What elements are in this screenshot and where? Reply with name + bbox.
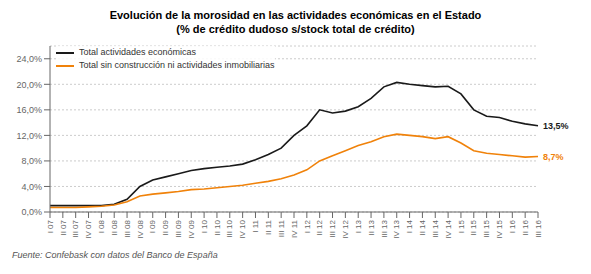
svg-text:12,0%: 12,0% <box>16 131 42 141</box>
svg-text:IV 09: IV 09 <box>187 219 196 238</box>
svg-text:II 10: II 10 <box>213 219 222 235</box>
svg-text:III 11: III 11 <box>277 219 286 237</box>
svg-text:III 13: III 13 <box>380 219 389 237</box>
svg-text:I 10: I 10 <box>200 219 209 233</box>
svg-text:I 11: I 11 <box>251 219 260 232</box>
svg-text:IV 11: IV 11 <box>290 219 299 238</box>
svg-text:IV 10: IV 10 <box>238 219 247 238</box>
svg-text:II 11: II 11 <box>264 219 273 235</box>
svg-text:I 12: I 12 <box>303 219 312 233</box>
svg-text:24,0%: 24,0% <box>16 54 42 64</box>
svg-text:IV 13: IV 13 <box>392 219 401 238</box>
svg-text:II 16: II 16 <box>521 219 530 235</box>
svg-text:4,0%: 4,0% <box>21 182 42 192</box>
svg-text:8,7%: 8,7% <box>543 152 564 162</box>
svg-text:13,5%: 13,5% <box>543 121 569 131</box>
svg-text:16,0%: 16,0% <box>16 105 42 115</box>
svg-text:II 15: II 15 <box>469 219 478 235</box>
svg-text:III 15: III 15 <box>482 219 491 237</box>
svg-text:I 14: I 14 <box>405 219 414 233</box>
svg-text:II 07: II 07 <box>59 219 68 235</box>
svg-text:III 10: III 10 <box>225 219 234 237</box>
svg-text:II 09: II 09 <box>161 219 170 235</box>
svg-text:0,0%: 0,0% <box>21 207 42 217</box>
svg-text:III 08: III 08 <box>123 219 132 237</box>
svg-text:II 13: II 13 <box>367 219 376 235</box>
svg-text:IV 08: IV 08 <box>136 219 145 238</box>
svg-text:IV 12: IV 12 <box>341 219 350 238</box>
html-text:Fuente: Confebask con datos de: Fuente: Confebask con datos del Banco de… <box>12 250 218 260</box>
html-text:Total sin construcción ni acti: Total sin construcción ni actividades in… <box>79 60 275 70</box>
svg-text:II 12: II 12 <box>315 219 324 235</box>
svg-text:III 07: III 07 <box>71 219 80 237</box>
svg-text:20,0%: 20,0% <box>16 80 42 90</box>
svg-text:I 09: I 09 <box>148 219 157 233</box>
svg-text:IV 15: IV 15 <box>495 219 504 238</box>
svg-text:III 09: III 09 <box>174 219 183 237</box>
svg-text:I 07: I 07 <box>46 219 55 233</box>
svg-text:II 08: II 08 <box>110 219 119 235</box>
svg-text:8,0%: 8,0% <box>21 156 42 166</box>
svg-text:II 14: II 14 <box>418 219 427 235</box>
svg-text:I 13: I 13 <box>354 219 363 233</box>
svg-text:I 16: I 16 <box>508 219 517 233</box>
svg-text:III 14: III 14 <box>431 219 440 237</box>
html-text:Evolución de la morosidad en l: Evolución de la morosidad en las activid… <box>109 9 482 21</box>
svg-text:III 16: III 16 <box>534 219 543 237</box>
svg-text:I 15: I 15 <box>457 219 466 233</box>
html-text:(% de crédito dudoso s/stock t: (% de crédito dudoso s/stock total de cr… <box>176 23 415 35</box>
html-text:Total actividades económicas: Total actividades económicas <box>79 47 197 57</box>
svg-text:III 12: III 12 <box>328 219 337 237</box>
svg-text:I 08: I 08 <box>97 219 106 233</box>
svg-text:IV 07: IV 07 <box>84 219 93 238</box>
svg-text:IV 14: IV 14 <box>444 219 453 238</box>
